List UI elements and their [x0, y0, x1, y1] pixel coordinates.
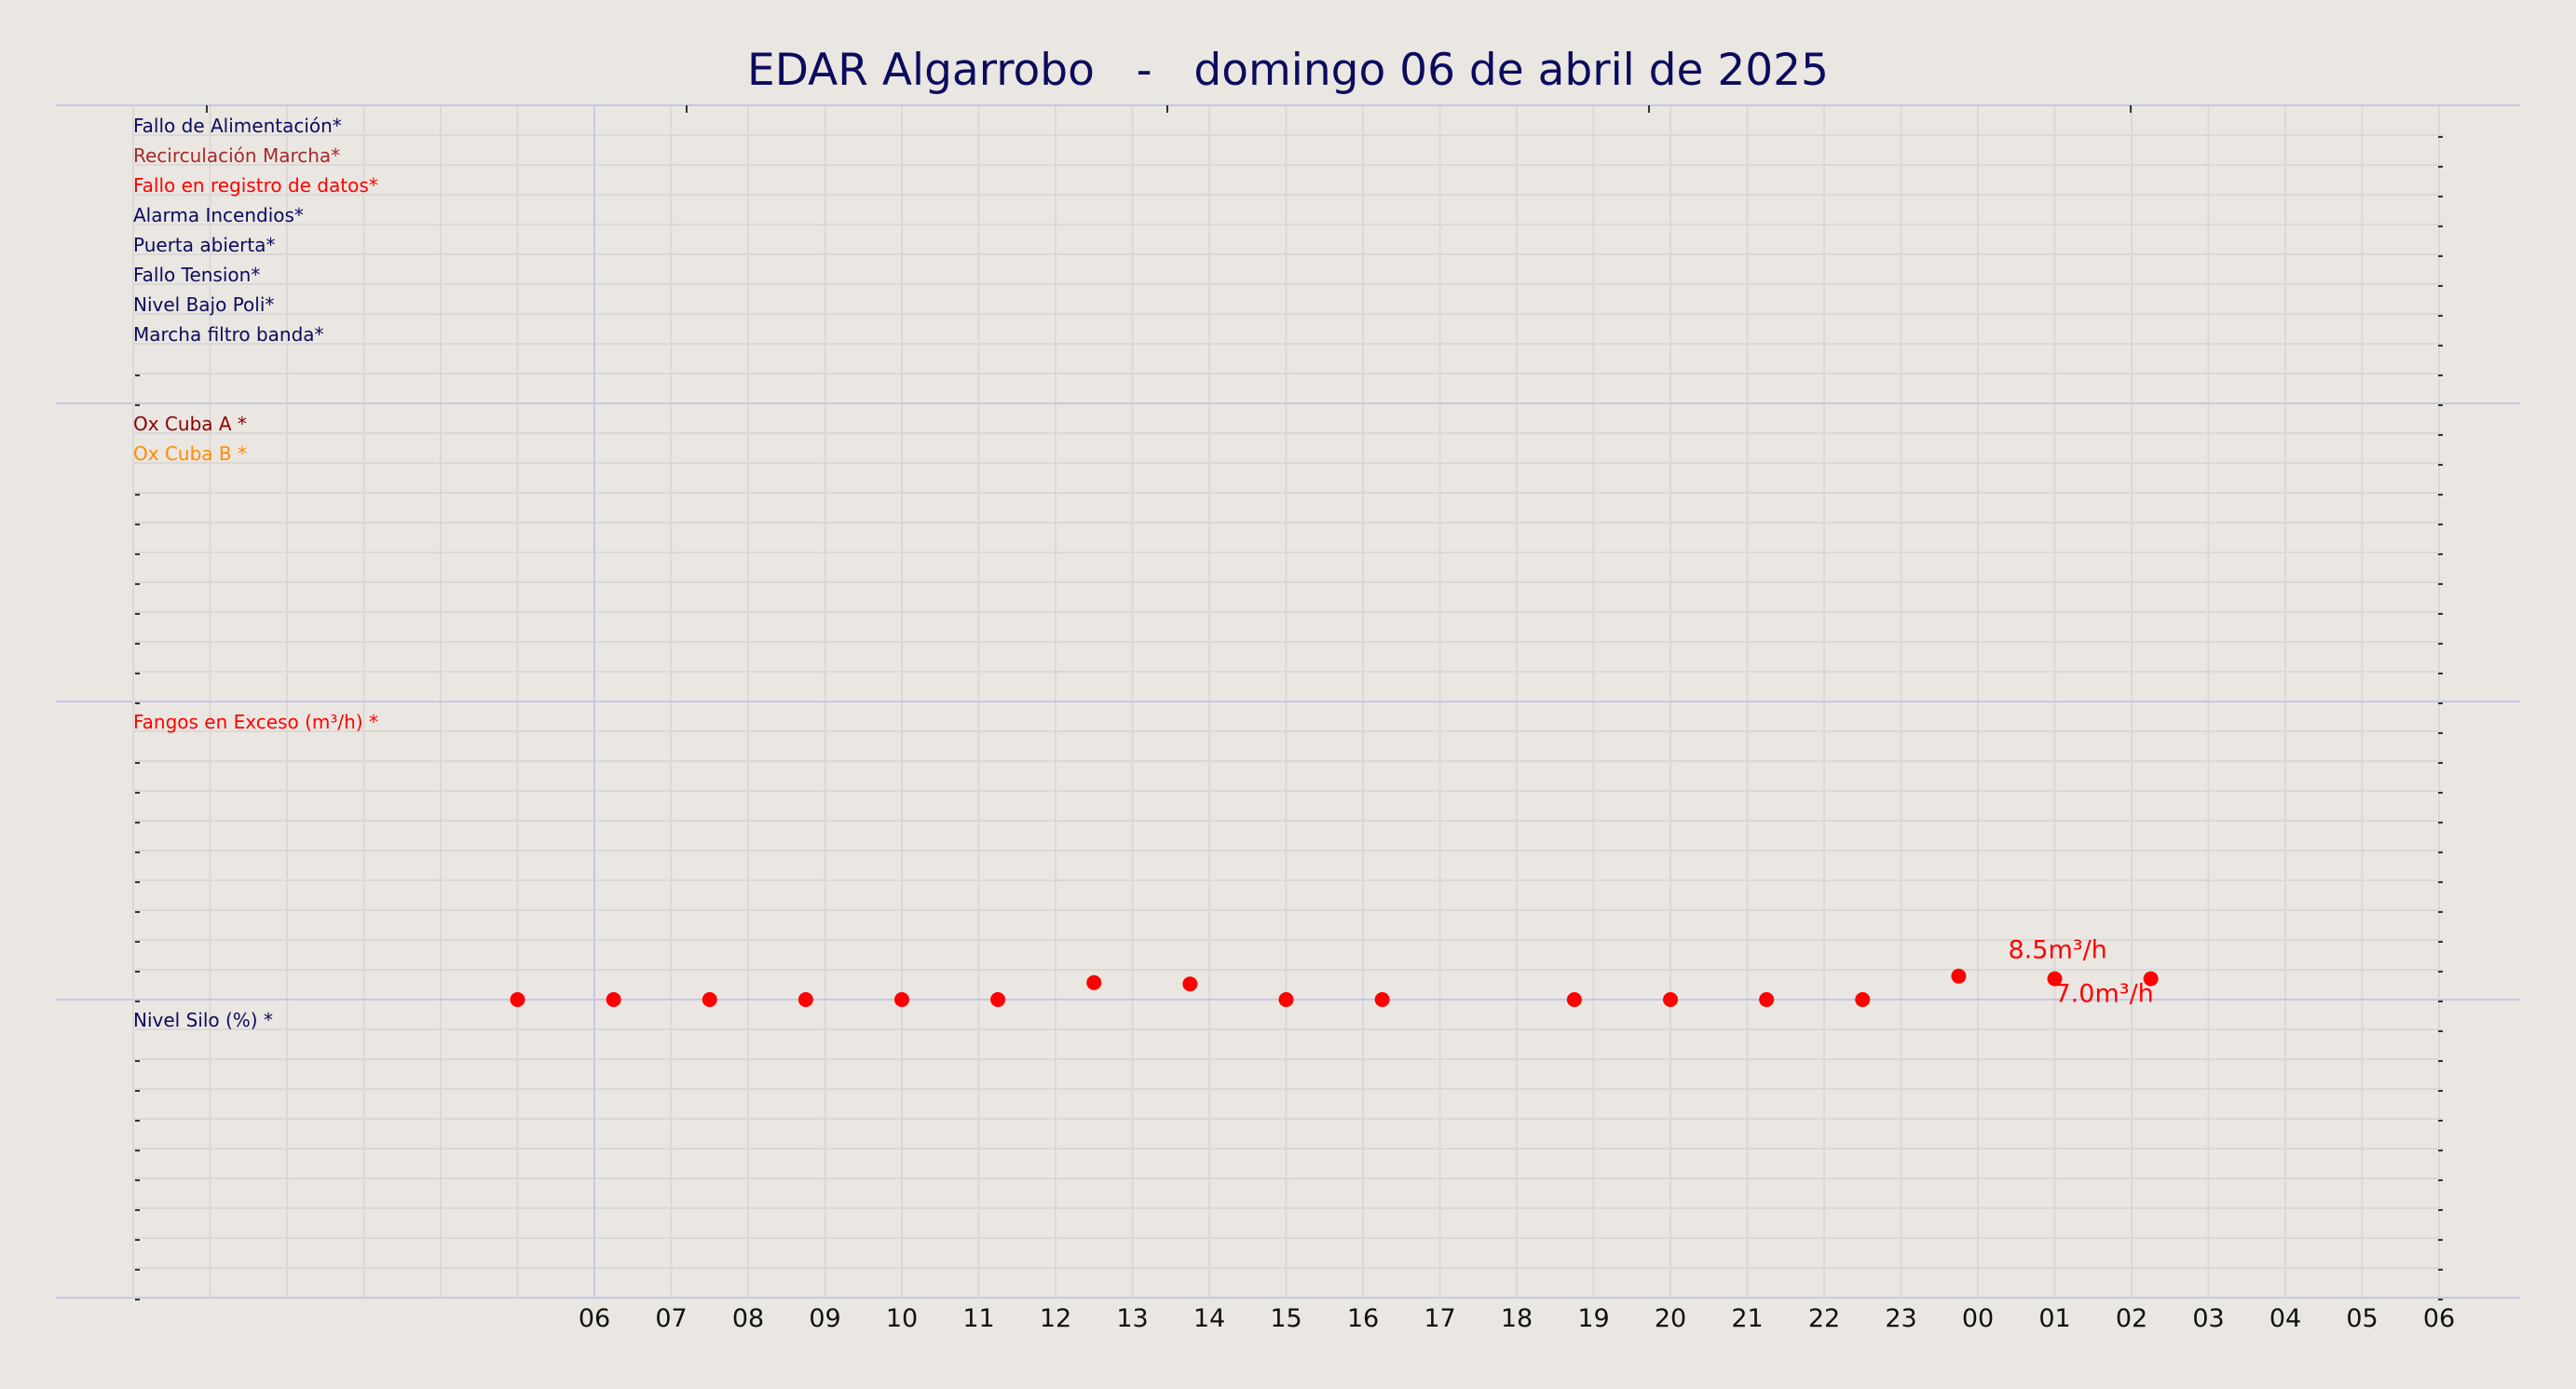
x-tick-label: 02 [2116, 1304, 2147, 1333]
data-point [702, 992, 717, 1007]
x-tick-label: 06 [2423, 1304, 2455, 1333]
x-tick-label: 14 [1193, 1304, 1225, 1333]
x-tick-label: 05 [2346, 1304, 2378, 1333]
data-point [1759, 992, 1775, 1007]
data-point [797, 992, 813, 1007]
panel-label: Puerta abierta* [133, 234, 276, 256]
data-label: 8.5m³/h [2009, 936, 2107, 965]
panel-label: Fallo Tension* [133, 264, 260, 286]
x-tick-label: 03 [2192, 1304, 2224, 1333]
x-tick-label: 09 [809, 1304, 840, 1333]
x-tick-label: 21 [1731, 1304, 1763, 1333]
data-point [1374, 992, 1390, 1007]
x-tick-label: 15 [1270, 1304, 1302, 1333]
x-tick-label: 06 [579, 1304, 610, 1333]
data-point [1951, 968, 1967, 984]
x-tick-label: 13 [1116, 1304, 1148, 1333]
panel-label: Fallo en registro de datos* [133, 174, 378, 197]
panel-label: Ox Cuba A * [133, 413, 247, 435]
x-tick-label: 16 [1347, 1304, 1379, 1333]
panel-label: Fangos en Exceso (m³/h) * [133, 711, 378, 733]
data-point [510, 992, 525, 1007]
x-tick-label: 04 [2269, 1304, 2301, 1333]
data-point [2047, 971, 2063, 987]
x-tick-label: 17 [1424, 1304, 1455, 1333]
panel-label: Nivel Bajo Poli* [133, 293, 274, 316]
panel-label: Marcha filtro banda* [133, 323, 324, 346]
data-point [1566, 992, 1582, 1007]
x-tick-label: 07 [655, 1304, 687, 1333]
data-point [606, 992, 621, 1007]
x-tick-label: 10 [886, 1304, 918, 1333]
x-tick-label: 11 [962, 1304, 994, 1333]
x-tick-label: 19 [1577, 1304, 1609, 1333]
x-tick-label: 20 [1655, 1304, 1686, 1333]
data-point [894, 992, 909, 1007]
panel-label: Alarma Incendios* [133, 204, 304, 226]
data-label: 7.0m³/h [2055, 980, 2154, 1009]
panel-label: Recirculación Marcha* [133, 144, 340, 167]
x-tick-label: 18 [1501, 1304, 1533, 1333]
x-tick-label: 08 [732, 1304, 764, 1333]
chart-title: EDAR Algarrobo - domingo 06 de abril de … [747, 45, 1829, 96]
data-point [1663, 992, 1678, 1007]
panel-label: Ox Cuba B * [133, 443, 247, 465]
x-tick-label: 22 [1808, 1304, 1840, 1333]
x-tick-label: 00 [1962, 1304, 1994, 1333]
data-point [1855, 992, 1871, 1007]
data-point [1086, 974, 1102, 990]
data-point [990, 992, 1006, 1007]
panel-label: Nivel Silo (%) * [133, 1009, 273, 1031]
data-point [2143, 971, 2159, 987]
data-point [1278, 992, 1294, 1007]
x-tick-label: 01 [2038, 1304, 2070, 1333]
x-tick-label: 12 [1040, 1304, 1071, 1333]
panel-label: Fallo de Alimentación* [133, 115, 342, 137]
x-tick-label: 23 [1885, 1304, 1916, 1333]
data-point [1182, 976, 1198, 992]
